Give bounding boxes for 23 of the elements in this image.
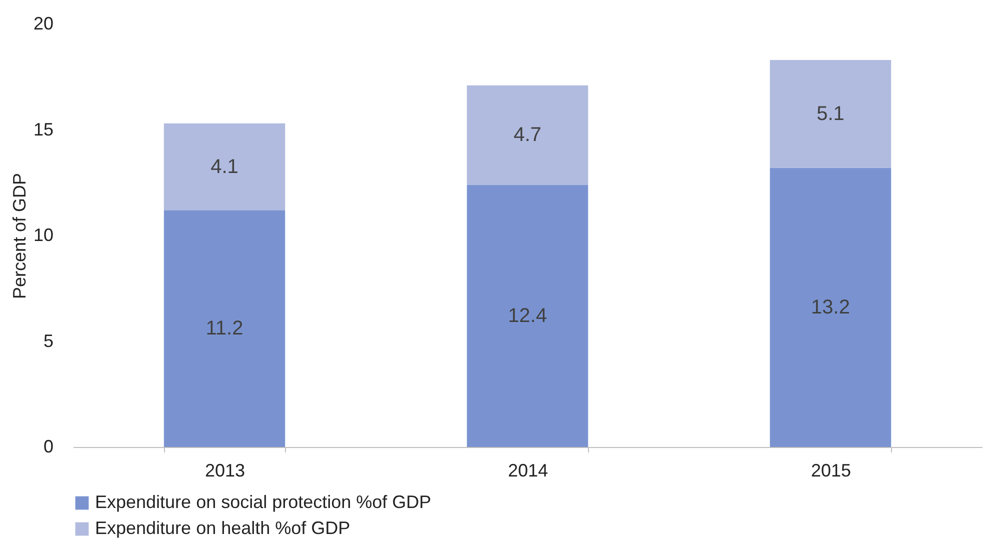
bar (164, 123, 286, 210)
bar (770, 60, 892, 168)
x-tick-label: 2014 (508, 460, 548, 480)
data-label: 13.2 (811, 296, 850, 318)
y-tick-label: 10 (33, 225, 54, 245)
y-tick-label: 5 (43, 330, 54, 351)
y-tick-label: 20 (33, 14, 54, 34)
bar (466, 85, 588, 185)
legend-label: Expenditure on health %of GDP (95, 518, 350, 538)
y-tick-label: 0 (43, 436, 54, 456)
bar (164, 210, 286, 447)
data-label: 4.7 (514, 124, 542, 146)
x-tick-label: 2013 (204, 460, 246, 480)
bar (770, 168, 892, 447)
legend-label: Expenditure on social protection %of GDP (95, 492, 432, 512)
x-tick-label: 2015 (810, 460, 852, 480)
data-label: 12.4 (508, 304, 547, 327)
data-label: 4.1 (210, 156, 238, 178)
y-tick-label: 15 (33, 119, 54, 140)
bar (466, 184, 588, 447)
y-axis-title: Percent of GDP (9, 172, 30, 300)
data-label: 11.2 (206, 318, 244, 340)
data-label: 5.1 (816, 102, 844, 125)
